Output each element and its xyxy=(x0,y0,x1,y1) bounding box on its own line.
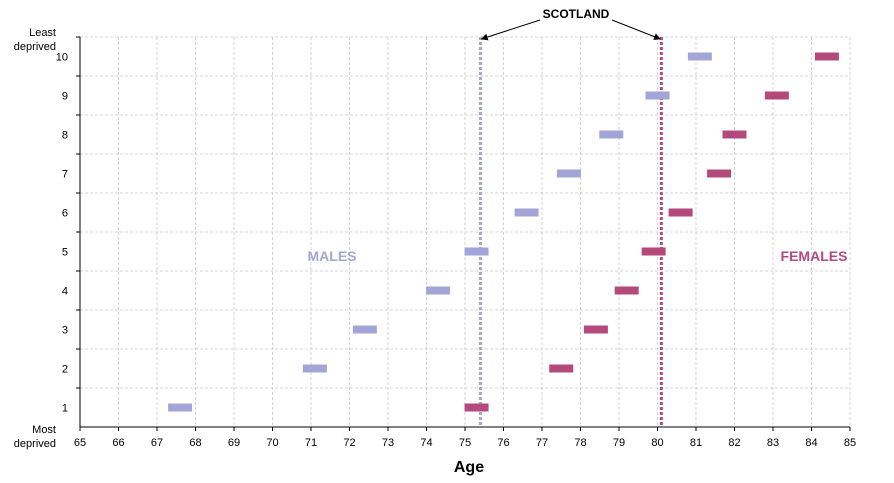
x-tick-label: 73 xyxy=(382,437,394,449)
x-axis-title: Age xyxy=(454,459,484,476)
x-tick-label: 75 xyxy=(459,437,471,449)
gridlines xyxy=(80,36,851,427)
x-tick-label: 71 xyxy=(305,437,317,449)
male-data-point xyxy=(302,364,327,373)
female-data-point xyxy=(707,169,732,178)
female-data-point xyxy=(614,286,639,295)
annotation-arrow-females xyxy=(611,19,662,40)
female-data-point xyxy=(641,247,666,256)
female-data-point xyxy=(668,208,693,217)
male-data-point xyxy=(514,208,539,217)
female-data-point xyxy=(722,130,747,139)
y-tick-label: 3 xyxy=(62,325,68,337)
data-marks xyxy=(168,52,839,412)
y-top-label-line1: Least xyxy=(29,27,56,39)
chart-labels: Age Least deprived Most deprived SCOTLAN… xyxy=(14,7,848,476)
reference-lines xyxy=(478,19,663,427)
y-tick-label: 1 xyxy=(62,403,68,415)
y-tick-label: 9 xyxy=(62,91,68,103)
x-tick-label: 69 xyxy=(228,437,240,449)
y-tick-label: 10 xyxy=(56,52,68,64)
y-tick-label: 6 xyxy=(62,208,68,220)
x-tick-label: 65 xyxy=(74,437,86,449)
x-tick-label: 78 xyxy=(574,437,586,449)
male-data-point xyxy=(426,286,451,295)
y-tick-label: 7 xyxy=(62,169,68,181)
y-tick-label: 5 xyxy=(62,247,68,259)
x-tick-label: 82 xyxy=(728,437,740,449)
male-data-point xyxy=(645,91,670,100)
x-tick-label: 66 xyxy=(112,437,124,449)
x-tick-label: 74 xyxy=(420,437,432,449)
female-data-point xyxy=(814,52,839,61)
scotland-annotation: SCOTLAND xyxy=(543,7,610,21)
x-tick-label: 70 xyxy=(266,437,278,449)
female-data-point xyxy=(764,91,789,100)
males-series-label: MALES xyxy=(308,248,357,264)
x-tick-label: 79 xyxy=(613,437,625,449)
female-data-point xyxy=(583,325,608,334)
x-tick-label: 72 xyxy=(343,437,355,449)
x-tick-label: 80 xyxy=(651,437,663,449)
male-data-point xyxy=(352,325,377,334)
x-tick-label: 67 xyxy=(151,437,163,449)
x-tick-label: 76 xyxy=(497,437,509,449)
male-data-point xyxy=(556,169,581,178)
annotation-arrow-males xyxy=(480,19,541,41)
x-tick-label: 77 xyxy=(536,437,548,449)
y-tick-label: 8 xyxy=(62,130,68,142)
females-series-label: FEMALES xyxy=(781,248,848,264)
y-tick-label: 2 xyxy=(62,364,68,376)
x-tick-label: 85 xyxy=(844,437,856,449)
x-tick-label: 83 xyxy=(767,437,779,449)
y-bottom-label-line2: deprived xyxy=(14,438,56,450)
male-data-point xyxy=(687,52,712,61)
y-tick-label: 4 xyxy=(62,286,68,298)
male-data-point xyxy=(168,403,193,412)
x-tick-label: 68 xyxy=(189,437,201,449)
male-data-point xyxy=(599,130,624,139)
x-tick-label: 81 xyxy=(690,437,702,449)
female-data-point xyxy=(549,364,574,373)
x-tick-label: 84 xyxy=(805,437,817,449)
female-data-point xyxy=(464,403,489,412)
axes: 65 66 67 68 69 70 71 72 73 74 75 76 77 78 79 80 81 82 83 84… xyxy=(56,36,856,449)
y-bottom-label-line1: Most xyxy=(32,424,56,436)
male-data-point xyxy=(464,247,489,256)
y-top-label-line2: deprived xyxy=(14,41,56,53)
